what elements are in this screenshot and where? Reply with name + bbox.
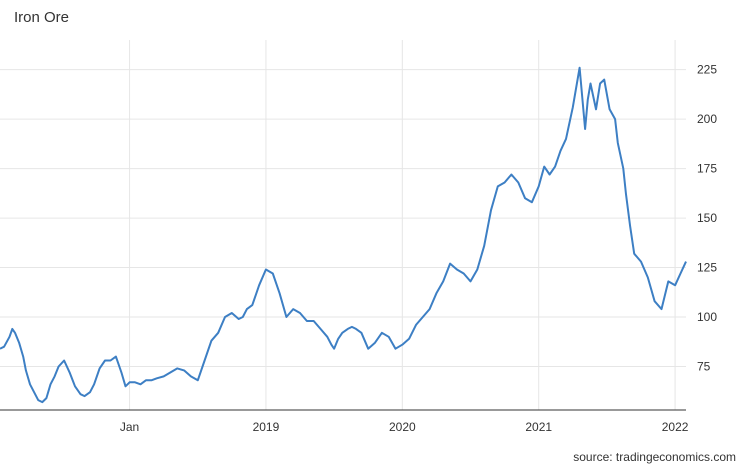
series-line — [0, 66, 687, 404]
y-axis-labels: 75 100 125 150 175 200 225 — [697, 63, 717, 374]
x-tick-label: 2020 — [389, 420, 416, 434]
y-tick-label: 150 — [697, 211, 717, 225]
y-tick-label: 225 — [697, 63, 717, 77]
source-credit: source: tradingeconomics.com — [573, 450, 736, 464]
y-tick-label: 100 — [697, 310, 717, 324]
y-tick-label: 175 — [697, 162, 717, 176]
x-tick-label: Jan — [120, 420, 139, 434]
y-tick-label: 125 — [697, 261, 717, 275]
grid-lines — [0, 40, 686, 410]
chart-title: Iron Ore — [14, 9, 70, 26]
x-axis-labels: Jan 2019 2020 2021 2022 — [120, 420, 689, 434]
x-tick-label: 2021 — [525, 420, 552, 434]
y-tick-label: 200 — [697, 112, 717, 126]
x-tick-label: 2022 — [662, 420, 689, 434]
x-tick-label: 2019 — [253, 420, 280, 434]
y-tick-label: 75 — [697, 359, 711, 373]
